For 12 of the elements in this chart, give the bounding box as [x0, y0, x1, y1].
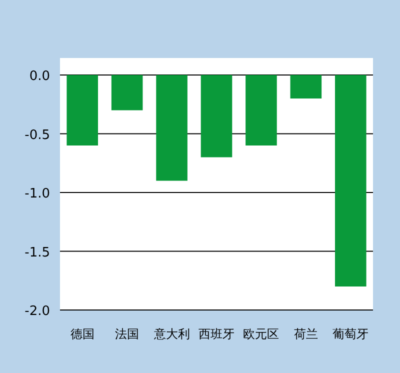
y-tick-label: -2.0: [24, 304, 50, 319]
x-tick-label: 德国: [70, 327, 94, 341]
x-tick-label: 葡萄牙: [332, 327, 369, 341]
x-tick-label: 意大利: [152, 327, 190, 341]
x-tick-label: 荷兰: [294, 327, 318, 341]
y-tick-label: -1.5: [24, 245, 50, 260]
x-tick-label: 法国: [115, 327, 140, 341]
y-tick-label: 0.0: [29, 69, 50, 84]
y-tick-label: -1.0: [24, 186, 50, 202]
x-tick-label: 欧元区: [243, 327, 280, 341]
y-tick-label: -0.5: [24, 128, 50, 143]
x-tick-label: 西班牙: [198, 327, 234, 341]
